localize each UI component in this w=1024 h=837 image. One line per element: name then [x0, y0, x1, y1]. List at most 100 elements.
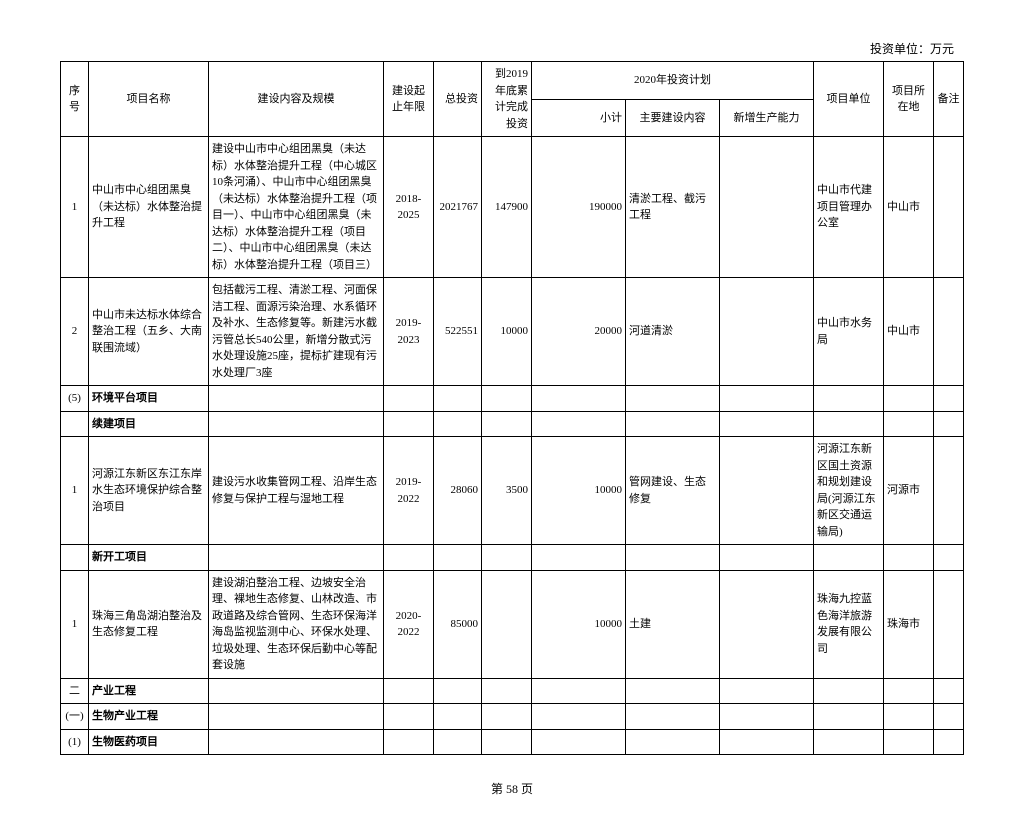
table-row: 新开工项目 — [61, 545, 964, 571]
table-row: 二产业工程 — [61, 678, 964, 704]
cell: 2020-2022 — [384, 570, 434, 678]
cell: 建设湖泊整治工程、边坡安全治理、裸地生态修复、山林改造、市政道路及综合管网、生态… — [209, 570, 384, 678]
cell: 河源市 — [884, 437, 934, 545]
cell: 建设污水收集管网工程、沿岸生态修复与保护工程与湿地工程 — [209, 437, 384, 545]
cell: 20000 — [532, 278, 626, 386]
cell: 清淤工程、截污工程 — [626, 137, 720, 278]
th-total: 总投资 — [434, 62, 482, 137]
cell — [434, 729, 482, 755]
th-location: 项目所在地 — [884, 62, 934, 137]
table-row: 1中山市中心组团黑臭（未达标）水体整治提升工程建设中山市中心组团黑臭（未达标）水… — [61, 137, 964, 278]
cell — [814, 704, 884, 730]
cell: 10000 — [532, 570, 626, 678]
cell — [884, 678, 934, 704]
cell — [482, 678, 532, 704]
cell: 2 — [61, 278, 89, 386]
cell — [720, 570, 814, 678]
cell — [434, 678, 482, 704]
cell: 2019-2022 — [384, 437, 434, 545]
cell — [209, 704, 384, 730]
cell: 190000 — [532, 137, 626, 278]
cell — [720, 437, 814, 545]
cell — [814, 411, 884, 437]
cell — [720, 678, 814, 704]
cell — [482, 704, 532, 730]
cell: 中山市中心组团黑臭（未达标）水体整治提升工程 — [89, 137, 209, 278]
cell — [209, 545, 384, 571]
page-footer: 第 58 页 — [60, 780, 964, 797]
cell: 3500 — [482, 437, 532, 545]
table-row: 续建项目 — [61, 411, 964, 437]
cell — [626, 545, 720, 571]
table-row: (1)生物医药项目 — [61, 729, 964, 755]
th-completed: 到2019年底累计完成投资 — [482, 62, 532, 137]
cell: (5) — [61, 386, 89, 412]
cell — [532, 411, 626, 437]
cell: 中山市代建项目管理办公室 — [814, 137, 884, 278]
cell — [384, 678, 434, 704]
th-subtotal: 小计 — [532, 99, 626, 137]
cell — [720, 545, 814, 571]
cell — [434, 411, 482, 437]
cell — [934, 278, 964, 386]
cell — [626, 678, 720, 704]
cell: 珠海九控蓝色海洋旅游发展有限公司 — [814, 570, 884, 678]
cell — [720, 704, 814, 730]
cell — [626, 411, 720, 437]
cell — [209, 411, 384, 437]
cell: 生物产业工程 — [89, 704, 209, 730]
table-row: (5)环境平台项目 — [61, 386, 964, 412]
cell: 1 — [61, 137, 89, 278]
cell: 建设中山市中心组团黑臭（未达标）水体整治提升工程（中心城区10条河涌）、中山市中… — [209, 137, 384, 278]
table-row: (一)生物产业工程 — [61, 704, 964, 730]
cell: 中山市未达标水体综合整治工程（五乡、大南联围流域） — [89, 278, 209, 386]
cell — [934, 437, 964, 545]
cell: 河源江东新区东江东岸水生态环境保护综合整治项目 — [89, 437, 209, 545]
th-remark: 备注 — [934, 62, 964, 137]
cell — [384, 729, 434, 755]
cell — [934, 545, 964, 571]
cell: 2018-2025 — [384, 137, 434, 278]
cell: 10000 — [482, 278, 532, 386]
cell — [884, 729, 934, 755]
cell — [884, 411, 934, 437]
table-row: 1珠海三角岛湖泊整治及生态修复工程建设湖泊整治工程、边坡安全治理、裸地生态修复、… — [61, 570, 964, 678]
cell: 环境平台项目 — [89, 386, 209, 412]
cell: 河道清淤 — [626, 278, 720, 386]
cell — [934, 137, 964, 278]
th-main-content: 主要建设内容 — [626, 99, 720, 137]
cell — [626, 729, 720, 755]
cell — [720, 278, 814, 386]
cell: 522551 — [434, 278, 482, 386]
cell — [434, 545, 482, 571]
cell — [209, 386, 384, 412]
cell: 管网建设、生态修复 — [626, 437, 720, 545]
cell: 珠海三角岛湖泊整治及生态修复工程 — [89, 570, 209, 678]
cell — [626, 704, 720, 730]
cell: 28060 — [434, 437, 482, 545]
cell — [814, 678, 884, 704]
cell — [720, 137, 814, 278]
cell — [934, 570, 964, 678]
cell — [482, 729, 532, 755]
cell — [532, 545, 626, 571]
cell — [814, 729, 884, 755]
cell: 珠海市 — [884, 570, 934, 678]
cell — [532, 386, 626, 412]
cell — [934, 411, 964, 437]
cell — [434, 386, 482, 412]
cell — [720, 411, 814, 437]
th-name: 项目名称 — [89, 62, 209, 137]
cell: 2019-2023 — [384, 278, 434, 386]
cell — [532, 729, 626, 755]
cell: 生物医药项目 — [89, 729, 209, 755]
cell — [934, 386, 964, 412]
cell — [720, 386, 814, 412]
cell — [482, 545, 532, 571]
cell: 续建项目 — [89, 411, 209, 437]
cell — [482, 411, 532, 437]
cell: 二 — [61, 678, 89, 704]
cell: 147900 — [482, 137, 532, 278]
cell: (1) — [61, 729, 89, 755]
cell — [532, 678, 626, 704]
